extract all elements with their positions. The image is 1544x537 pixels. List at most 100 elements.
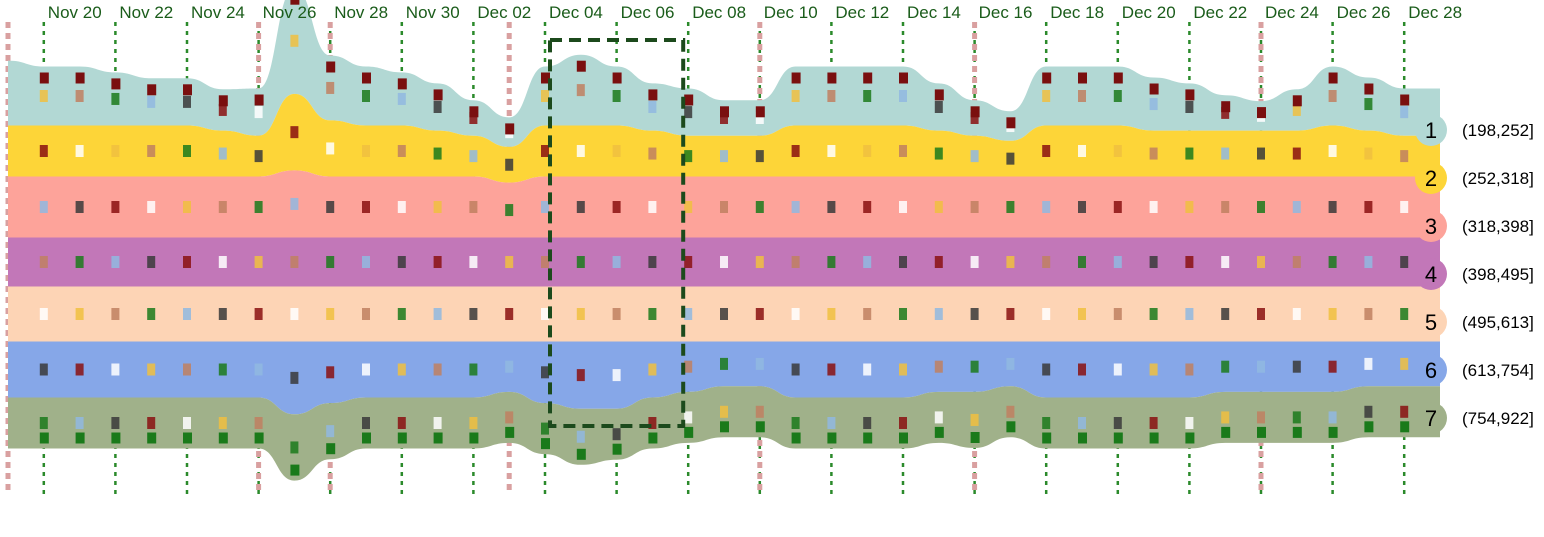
glyph-mark [720,256,728,268]
glyph-mark [541,201,549,213]
glyph-mark [1400,201,1409,213]
glyph-mark [1185,147,1194,160]
legend-swatch [1415,210,1447,242]
glyph-mark [827,145,836,157]
glyph-mark [362,201,370,213]
bottom-mark [612,443,622,455]
bottom-mark [1078,432,1087,444]
glyph-mark [397,92,406,105]
glyph-mark [1400,106,1409,119]
glyph-mark [218,256,227,268]
legend-swatch [1415,402,1447,434]
top-mark [75,72,85,84]
glyph-mark [970,112,979,124]
bottom-mark [684,426,694,438]
glyph-mark [684,150,693,163]
glyph-mark [290,441,299,454]
glyph-mark [1257,256,1265,268]
bottom-mark [1364,421,1374,433]
glyph-mark [362,256,370,268]
glyph-mark [433,101,442,113]
top-mark [39,72,49,84]
glyph-mark [397,201,406,213]
top-mark [1257,107,1266,119]
bottom-mark [1149,432,1159,444]
glyph-mark [1292,308,1301,320]
glyph-mark [1078,145,1086,157]
glyph-mark [1078,363,1086,376]
glyph-mark [755,112,764,124]
glyph-marks [39,0,1410,476]
glyph-mark [1400,357,1409,370]
glyph-mark [541,90,549,102]
glyph-mark [1006,357,1015,370]
top-mark [1078,72,1087,84]
glyph-mark [1113,417,1122,429]
glyph-mark [791,145,800,157]
top-mark [684,94,694,106]
top-mark [1292,95,1302,107]
glyph-mark [147,308,156,320]
glyph-mark [1149,201,1158,213]
glyph-mark [433,256,442,268]
glyph-mark [899,417,907,429]
top-mark [1328,72,1338,84]
bottom-mark [576,448,586,460]
glyph-mark [1006,256,1015,268]
glyph-mark [218,308,227,320]
glyph-mark [326,366,335,379]
bottom-mark [326,443,336,455]
x-tick-label: Nov 24 [191,3,245,22]
legend-number: 1 [1425,118,1437,143]
glyph-mark [1292,147,1301,160]
glyph-mark [1292,201,1301,213]
band-2 [8,93,1440,183]
legend-swatch [1415,162,1447,194]
top-mark [469,106,479,118]
glyph-mark [433,363,442,376]
top-mark [899,72,908,84]
glyph-mark [1185,101,1194,113]
glyph-mark [1364,98,1373,111]
glyph-mark [433,201,442,213]
legend-swatch [1415,114,1447,146]
glyph-mark [863,417,872,429]
bottom-mark [1221,426,1231,438]
top-mark [362,72,371,84]
glyph-mark [1185,256,1194,268]
glyph-mark [1221,411,1230,424]
glyph-mark [183,256,191,268]
glyph-mark [1257,360,1265,373]
glyph-mark [218,201,227,213]
glyph-mark [1328,201,1337,213]
glyph-mark [1078,90,1086,102]
glyph-mark [397,256,406,268]
glyph-mark [111,201,120,213]
glyph-mark [648,417,657,429]
glyph-mark [1185,363,1194,376]
top-mark [1185,89,1195,101]
glyph-mark [433,417,442,429]
glyph-mark [1149,308,1158,320]
glyph-mark [1113,90,1122,102]
top-mark [970,106,980,118]
glyph-mark [1221,256,1230,268]
glyph-mark [469,308,478,320]
glyph-mark [397,363,406,376]
glyph-mark [1328,360,1337,373]
glyph-mark [1257,147,1265,160]
bottom-mark [183,432,192,444]
top-mark [863,72,873,84]
glyph-mark [1364,256,1373,268]
glyph-mark [326,81,335,94]
glyph-mark [254,363,263,376]
glyph-mark [39,145,48,157]
glyph-mark [899,363,907,376]
glyph-mark [505,411,514,424]
glyph-mark [1257,411,1265,424]
glyph-mark [326,425,335,438]
glyph-mark [1006,308,1015,320]
glyph-mark [147,363,156,376]
bottom-mark [75,432,85,444]
glyph-mark [1328,411,1337,424]
